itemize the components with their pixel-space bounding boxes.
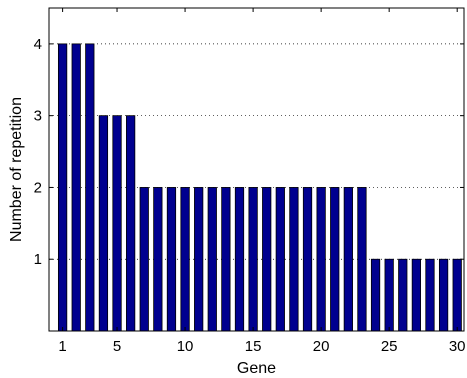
bar <box>411 258 421 332</box>
plot-frame <box>48 7 465 332</box>
y-tick-label: 2 <box>34 179 42 196</box>
x-tick-label: 10 <box>177 338 194 355</box>
bar <box>221 187 231 332</box>
bar <box>139 187 149 332</box>
bar <box>194 187 204 332</box>
bar <box>126 115 136 332</box>
bar <box>384 258 394 332</box>
bar <box>316 187 326 332</box>
bar <box>398 258 408 332</box>
x-tick-label: 25 <box>381 338 398 355</box>
bar <box>207 187 217 332</box>
bar <box>98 115 109 332</box>
bar <box>112 115 122 332</box>
bar <box>330 187 340 332</box>
x-tick-label: 15 <box>245 338 262 355</box>
x-tick-label: 30 <box>449 338 466 355</box>
bar <box>85 43 95 332</box>
bar <box>180 187 190 332</box>
ticks <box>49 8 464 331</box>
bar <box>153 187 163 332</box>
bar <box>425 258 435 332</box>
x-tick-label: 20 <box>313 338 330 355</box>
bar <box>262 187 272 332</box>
bar <box>438 258 449 332</box>
y-tick-label: 4 <box>34 36 42 53</box>
y-tick-label: 1 <box>34 251 42 268</box>
bar <box>234 187 245 332</box>
x-tick-label: 1 <box>58 338 66 355</box>
bar <box>357 187 367 332</box>
bars <box>57 43 462 332</box>
bar <box>302 187 313 332</box>
bar <box>343 187 353 332</box>
bar <box>289 187 299 332</box>
bar <box>452 258 462 332</box>
bar <box>275 187 285 332</box>
bar <box>71 43 81 332</box>
bar <box>166 187 177 332</box>
y-axis-label: Number of repetition <box>8 97 25 242</box>
bar <box>57 43 68 332</box>
x-axis-label: Gene <box>237 360 276 377</box>
x-tick-label: 5 <box>113 338 121 355</box>
y-tick-label: 3 <box>34 108 42 125</box>
bar <box>370 258 381 332</box>
bar <box>248 187 258 332</box>
